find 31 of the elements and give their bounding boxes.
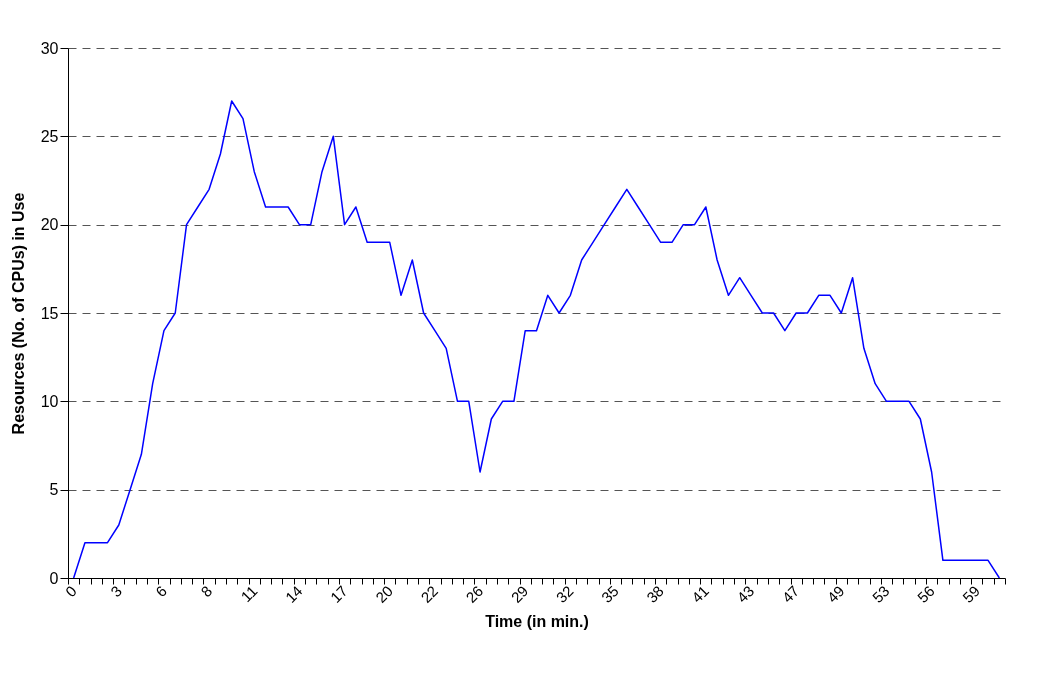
x-tick-label: 3 [107,582,125,601]
x-tick-label: 20 [372,582,396,606]
y-tick-label: 15 [40,304,59,322]
y-axis-title: Resources (No. of CPUs) in Use [9,192,27,435]
x-tick-label: 59 [959,582,983,606]
x-tick-label: 47 [778,582,803,606]
y-tick-label: 25 [40,127,59,145]
x-tick-label: 29 [507,582,532,606]
x-tick-label: 22 [417,582,442,606]
x-tick-label: 41 [688,582,712,606]
x-tick-label: 32 [552,582,577,606]
x-tick-label: 43 [733,582,758,606]
y-tick-label: 20 [40,216,59,234]
x-tick-label: 35 [597,582,622,606]
line-series [72,100,1001,578]
x-tick-label: 53 [868,582,893,606]
y-tick-label: 30 [40,39,59,57]
x-tick-label: 26 [462,582,487,606]
x-axis-title: Time (in min.) [485,612,589,630]
x-tick-label: 14 [281,582,306,606]
y-tick-label: 5 [49,481,59,499]
x-tick-label: 38 [643,582,667,606]
y-tick-label: 0 [49,569,59,587]
x-tick-label: 11 [237,582,261,606]
y-tick-label: 10 [40,392,59,410]
x-tick-label: 0 [61,582,80,601]
x-tick-label: 56 [913,582,938,606]
x-tick-label: 17 [326,582,351,606]
x-tick-label: 6 [152,582,171,601]
x-tick-label: 8 [197,582,216,601]
x-tick-label: 49 [823,582,848,606]
